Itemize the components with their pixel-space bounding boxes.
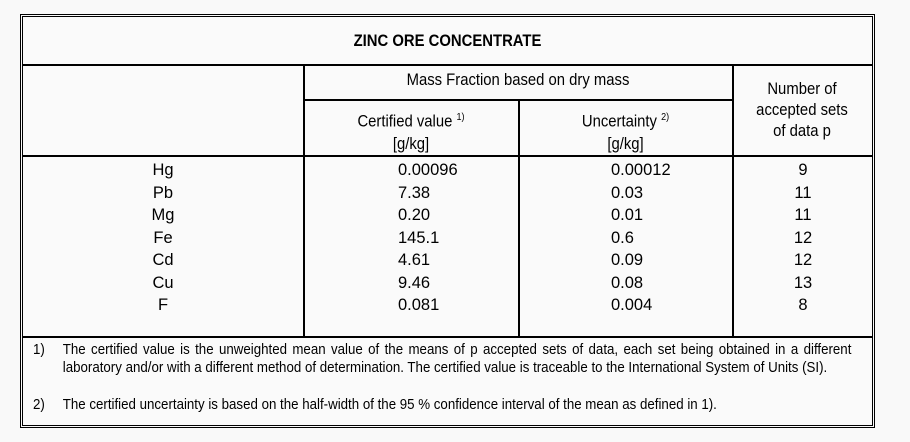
element-cell: Cu <box>152 273 174 292</box>
value-cell: 0.081 <box>398 296 440 314</box>
value-cell: 9.46 <box>398 273 431 292</box>
count-line: Number of <box>767 80 837 98</box>
footnote-ref: 1) <box>456 112 465 123</box>
sets-cell: 8 <box>798 296 808 314</box>
table-title: ZINC ORE CONCENTRATE <box>353 32 542 50</box>
element-cell: Fe <box>153 228 173 247</box>
value-cell: 4.61 <box>398 251 431 269</box>
divider <box>518 99 520 336</box>
footnote-1: 1) The certified value is the unweighted … <box>33 342 851 377</box>
value-cell: 0.00096 <box>398 161 458 179</box>
value-cell: 7.38 <box>398 183 431 202</box>
footnote-text: The certified uncertainty is based on th… <box>62 397 717 413</box>
footnote-2: 2) The certified uncertainty is based on … <box>33 397 851 415</box>
unit-label: [g/kg] <box>607 134 644 153</box>
element-cell: Hg <box>152 161 174 179</box>
footnote-number: 1) <box>33 342 45 358</box>
sets-cell: 12 <box>793 251 813 269</box>
footnote-ref: 2) <box>661 112 670 123</box>
group-header: Mass Fraction based on dry mass <box>406 71 630 89</box>
footnote-text: The certified value is the unweighted me… <box>62 342 852 376</box>
element-cell: Mg <box>151 206 175 224</box>
uncertainty-cell: 0.08 <box>611 273 644 292</box>
sets-cell: 9 <box>798 161 808 179</box>
certificate-table: ZINC ORE CONCENTRATE Mass Fraction based… <box>20 14 875 428</box>
footnote-number: 2) <box>33 397 45 413</box>
unit-label: [g/kg] <box>392 134 430 153</box>
certified-header: Certified value 1) [g/kg] <box>314 107 508 155</box>
uncertainty-cell: 0.00012 <box>611 161 671 179</box>
element-cell: F <box>157 296 169 314</box>
divider <box>732 64 734 336</box>
uncertainty-cell: 0.6 <box>611 228 634 247</box>
divider <box>23 336 872 338</box>
element-cell: Cd <box>152 251 174 269</box>
uncertainty-cell: 0.01 <box>611 206 644 224</box>
value-cell: 145.1 <box>398 228 440 247</box>
uncertainty-label: Uncertainty <box>581 112 657 131</box>
sets-cell: 13 <box>793 273 813 292</box>
count-header: Number of accepted sets of data p <box>739 79 865 142</box>
sets-cell: 12 <box>793 228 813 247</box>
uncertainty-cell: 0.03 <box>611 183 644 202</box>
certified-label: Certified value <box>357 112 453 131</box>
sets-cell: 11 <box>794 183 812 202</box>
sets-cell: 11 <box>794 206 812 224</box>
divider <box>23 155 872 157</box>
uncertainty-cell: 0.09 <box>611 251 644 269</box>
uncertainty-header: Uncertainty 2) [g/kg] <box>529 107 723 155</box>
value-cell: 0.20 <box>398 206 431 224</box>
count-line: of data p <box>773 122 831 140</box>
count-line: accepted sets <box>756 101 848 119</box>
uncertainty-cell: 0.004 <box>611 296 653 314</box>
divider <box>23 64 872 66</box>
element-cell: Pb <box>152 183 174 202</box>
divider <box>303 64 305 336</box>
